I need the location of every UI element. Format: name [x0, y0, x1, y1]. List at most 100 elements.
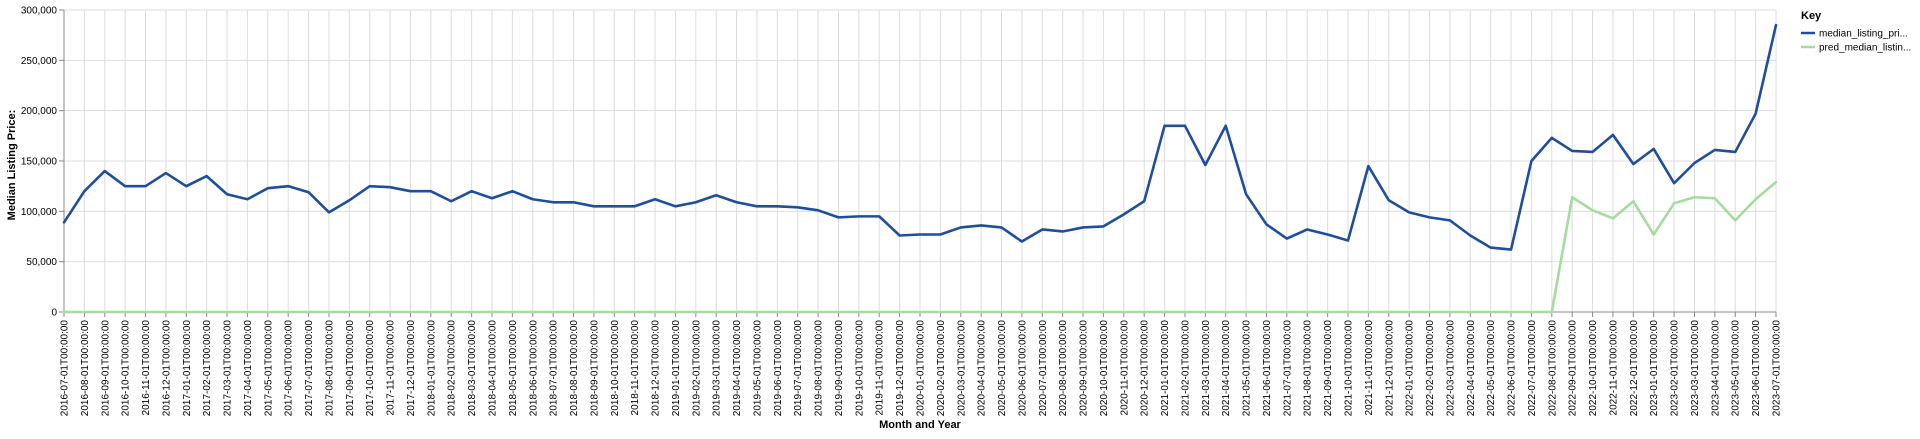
x-tick-label: 2018-03-01T00:00:00	[467, 320, 478, 417]
x-tick-label: 2021-08-01T00:00:00	[1303, 320, 1314, 417]
x-tick-label: 2021-12-01T00:00:00	[1384, 320, 1395, 417]
x-tick-label: 2018-05-01T00:00:00	[508, 320, 519, 417]
legend-label: median_listing_pri...	[1819, 29, 1908, 40]
x-tick-label: 2019-06-01T00:00:00	[773, 320, 784, 417]
x-tick-label: 2017-09-01T00:00:00	[345, 320, 356, 417]
x-tick-label: 2019-04-01T00:00:00	[732, 320, 743, 417]
x-tick-label: 2021-09-01T00:00:00	[1323, 320, 1334, 417]
x-tick-label: 2023-07-01T00:00:00	[1772, 320, 1783, 417]
x-tick-label: 2020-12-01T00:00:00	[1140, 320, 1151, 417]
x-tick-label: 2023-02-01T00:00:00	[1670, 320, 1681, 417]
x-tick-label: 2020-01-01T00:00:00	[916, 320, 927, 417]
y-tick-label: 0	[51, 308, 57, 319]
x-axis-title: Month and Year	[879, 419, 961, 431]
x-tick-label: 2021-02-01T00:00:00	[1180, 320, 1191, 417]
x-tick-label: 2019-09-01T00:00:00	[834, 320, 845, 417]
x-tick-label: 2023-01-01T00:00:00	[1649, 320, 1660, 417]
x-tick-label: 2022-07-01T00:00:00	[1527, 320, 1538, 417]
x-tick-label: 2017-11-01T00:00:00	[386, 320, 397, 416]
x-tick-label: 2021-05-01T00:00:00	[1242, 320, 1253, 417]
x-tick-label: 2020-03-01T00:00:00	[956, 320, 967, 417]
x-tick-label: 2020-08-01T00:00:00	[1058, 320, 1069, 417]
x-tick-label: 2023-05-01T00:00:00	[1731, 320, 1742, 417]
x-tick-label: 2020-09-01T00:00:00	[1079, 320, 1090, 417]
x-tick-label: 2020-05-01T00:00:00	[997, 320, 1008, 417]
x-tick-label: 2022-05-01T00:00:00	[1486, 320, 1497, 417]
y-axis-title: Median Listing Price:	[6, 110, 18, 221]
x-tick-label: 2020-04-01T00:00:00	[977, 320, 988, 417]
x-tick-label: 2017-06-01T00:00:00	[284, 320, 295, 417]
x-tick-label: 2018-07-01T00:00:00	[549, 320, 560, 417]
legend-label: pred_median_listin...	[1819, 43, 1911, 54]
x-tick-label: 2021-01-01T00:00:00	[1160, 320, 1171, 417]
x-tick-label: 2022-10-01T00:00:00	[1588, 320, 1599, 417]
x-tick-label: 2020-07-01T00:00:00	[1038, 320, 1049, 417]
x-tick-label: 2021-07-01T00:00:00	[1282, 320, 1293, 417]
x-tick-label: 2021-03-01T00:00:00	[1201, 320, 1212, 417]
x-tick-label: 2019-03-01T00:00:00	[712, 320, 723, 417]
x-tick-label: 2018-10-01T00:00:00	[610, 320, 621, 417]
x-tick-label: 2016-07-01T00:00:00	[60, 320, 71, 417]
x-tick-label: 2019-10-01T00:00:00	[854, 320, 865, 417]
legend: Key median_listing_pri... pred_median_lis…	[1801, 10, 1911, 54]
x-tick-label: 2021-04-01T00:00:00	[1221, 320, 1232, 417]
x-tick-label: 2017-08-01T00:00:00	[324, 320, 335, 417]
x-tick-label: 2022-01-01T00:00:00	[1405, 320, 1416, 417]
x-tick-label: 2017-05-01T00:00:00	[263, 320, 274, 417]
x-tick-label: 2023-04-01T00:00:00	[1710, 320, 1721, 417]
x-tick-label: 2018-06-01T00:00:00	[528, 320, 539, 417]
x-tick-label: 2017-10-01T00:00:00	[365, 320, 376, 417]
x-tick-label: 2021-10-01T00:00:00	[1344, 320, 1355, 417]
x-tick-label: 2018-08-01T00:00:00	[569, 320, 580, 417]
x-tick-label: 2016-11-01T00:00:00	[141, 320, 152, 416]
y-tick-label: 250,000	[21, 56, 58, 67]
x-tick-label: 2019-07-01T00:00:00	[793, 320, 804, 417]
x-tick-label: 2020-02-01T00:00:00	[936, 320, 947, 417]
x-tick-label: 2022-04-01T00:00:00	[1466, 320, 1477, 417]
x-tick-label: 2019-08-01T00:00:00	[814, 320, 825, 417]
x-tick-label: 2017-07-01T00:00:00	[304, 320, 315, 417]
x-tick-label: 2022-06-01T00:00:00	[1507, 320, 1518, 417]
x-tick-label: 2023-03-01T00:00:00	[1690, 320, 1701, 417]
y-tick-label: 50,000	[26, 257, 57, 268]
y-tick-label: 100,000	[21, 207, 58, 218]
x-tick-label: 2018-12-01T00:00:00	[651, 320, 662, 417]
x-tick-label: 2022-08-01T00:00:00	[1547, 320, 1558, 417]
y-tick-label: 150,000	[21, 157, 58, 168]
x-tick-label: 2018-04-01T00:00:00	[488, 320, 499, 417]
x-axis: 2016-07-01T00:00:00 2016-08-01T00:00:00 20…	[60, 312, 1783, 416]
x-tick-label: 2022-12-01T00:00:00	[1629, 320, 1640, 417]
x-tick-label: 2017-12-01T00:00:00	[406, 320, 417, 417]
x-tick-label: 2022-02-01T00:00:00	[1425, 320, 1436, 417]
x-tick-label: 2019-01-01T00:00:00	[671, 320, 682, 417]
x-tick-label: 2019-12-01T00:00:00	[895, 320, 906, 417]
x-tick-label: 2018-02-01T00:00:00	[447, 320, 458, 417]
x-tick-label: 2017-02-01T00:00:00	[202, 320, 213, 417]
x-tick-label: 2018-11-01T00:00:00	[630, 320, 641, 416]
x-tick-label: 2022-11-01T00:00:00	[1608, 320, 1619, 416]
x-tick-label: 2020-11-01T00:00:00	[1119, 320, 1130, 416]
x-tick-label: 2018-01-01T00:00:00	[426, 320, 437, 417]
x-tick-label: 2019-11-01T00:00:00	[875, 320, 886, 416]
x-tick-label: 2019-05-01T00:00:00	[752, 320, 763, 417]
gridlines	[64, 10, 1776, 312]
x-tick-label: 2023-06-01T00:00:00	[1751, 320, 1762, 417]
x-tick-label: 2020-10-01T00:00:00	[1099, 320, 1110, 417]
x-tick-label: 2022-09-01T00:00:00	[1568, 320, 1579, 417]
x-tick-label: 2020-06-01T00:00:00	[1017, 320, 1028, 417]
legend-title: Key	[1801, 10, 1822, 22]
x-tick-label: 2021-06-01T00:00:00	[1262, 320, 1273, 417]
x-tick-label: 2022-03-01T00:00:00	[1445, 320, 1456, 417]
x-tick-label: 2021-11-01T00:00:00	[1364, 320, 1375, 416]
x-tick-label: 2016-09-01T00:00:00	[100, 320, 111, 417]
x-tick-label: 2016-10-01T00:00:00	[121, 320, 132, 417]
x-tick-label: 2016-08-01T00:00:00	[80, 320, 91, 417]
y-tick-label: 300,000	[21, 6, 58, 17]
x-tick-label: 2019-02-01T00:00:00	[691, 320, 702, 417]
y-tick-label: 200,000	[21, 106, 58, 117]
x-tick-label: 2016-12-01T00:00:00	[161, 320, 172, 417]
x-tick-label: 2017-03-01T00:00:00	[223, 320, 234, 417]
x-tick-label: 2018-09-01T00:00:00	[589, 320, 600, 417]
